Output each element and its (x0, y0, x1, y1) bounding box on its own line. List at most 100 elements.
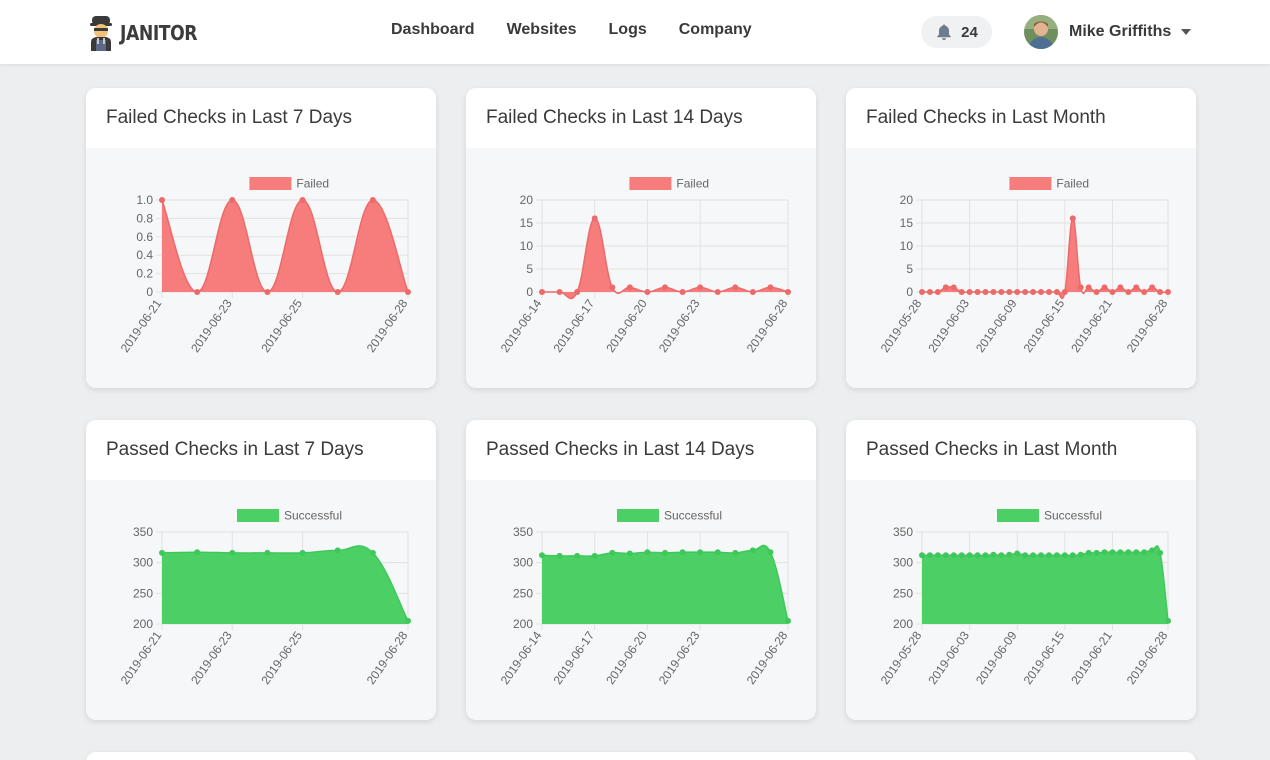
data-point[interactable] (1117, 549, 1124, 556)
data-point[interactable] (334, 547, 341, 554)
data-point[interactable] (1141, 549, 1148, 556)
data-point[interactable] (998, 289, 1005, 295)
data-point[interactable] (609, 284, 616, 291)
data-point[interactable] (556, 552, 563, 559)
data-point[interactable] (644, 289, 651, 295)
data-point[interactable] (626, 284, 633, 291)
data-point[interactable] (919, 289, 925, 295)
data-point[interactable] (1085, 549, 1092, 556)
data-point[interactable] (958, 289, 965, 295)
data-point[interactable] (785, 289, 791, 295)
data-point[interactable] (539, 289, 545, 295)
data-point[interactable] (574, 289, 581, 295)
data-point[interactable] (556, 289, 563, 295)
data-point[interactable] (950, 552, 957, 559)
data-point[interactable] (159, 197, 165, 203)
data-point[interactable] (749, 547, 756, 554)
data-point[interactable] (609, 549, 616, 556)
data-point[interactable] (1006, 551, 1013, 558)
data-point[interactable] (982, 552, 989, 559)
data-point[interactable] (942, 284, 949, 291)
data-point[interactable] (1125, 289, 1132, 295)
data-point[interactable] (1045, 552, 1052, 559)
data-point[interactable] (926, 552, 933, 559)
data-point[interactable] (1101, 549, 1108, 556)
data-point[interactable] (1061, 289, 1068, 295)
data-point[interactable] (679, 549, 686, 556)
data-point[interactable] (966, 552, 973, 559)
data-point[interactable] (1141, 289, 1148, 295)
data-point[interactable] (1093, 289, 1100, 295)
data-point[interactable] (998, 552, 1005, 559)
data-point[interactable] (1149, 547, 1156, 554)
data-point[interactable] (405, 289, 411, 295)
data-point[interactable] (1133, 284, 1140, 291)
data-point[interactable] (1109, 549, 1116, 556)
data-point[interactable] (749, 289, 756, 295)
data-point[interactable] (982, 289, 989, 295)
chart-legend[interactable]: Failed (1009, 177, 1089, 191)
data-point[interactable] (732, 284, 739, 291)
data-point[interactable] (1030, 552, 1037, 559)
data-point[interactable] (919, 552, 925, 559)
data-point[interactable] (299, 549, 306, 556)
data-point[interactable] (1022, 552, 1029, 559)
data-point[interactable] (1165, 289, 1171, 295)
data-point[interactable] (974, 289, 981, 295)
data-point[interactable] (1045, 289, 1052, 295)
data-point[interactable] (714, 549, 721, 556)
data-point[interactable] (714, 289, 721, 295)
data-point[interactable] (697, 284, 704, 291)
data-point[interactable] (1125, 549, 1132, 556)
data-point[interactable] (1109, 289, 1116, 295)
data-point[interactable] (644, 549, 651, 556)
data-point[interactable] (1157, 289, 1164, 295)
data-point[interactable] (958, 552, 965, 559)
data-point[interactable] (679, 289, 686, 295)
data-point[interactable] (591, 552, 598, 559)
data-point[interactable] (926, 289, 933, 295)
data-point[interactable] (574, 552, 581, 559)
data-point[interactable] (1077, 284, 1084, 291)
data-point[interactable] (1053, 289, 1060, 295)
chart-legend[interactable]: Successful (237, 509, 342, 523)
data-point[interactable] (626, 550, 633, 557)
data-point[interactable] (1101, 284, 1108, 291)
data-point[interactable] (1069, 552, 1076, 559)
data-point[interactable] (194, 289, 201, 295)
data-point[interactable] (1022, 289, 1029, 295)
data-point[interactable] (697, 549, 704, 556)
data-point[interactable] (942, 552, 949, 559)
data-point[interactable] (1069, 215, 1076, 222)
data-point[interactable] (405, 617, 411, 624)
data-point[interactable] (662, 549, 668, 556)
data-point[interactable] (299, 197, 306, 203)
data-point[interactable] (1061, 552, 1068, 559)
data-point[interactable] (159, 549, 165, 556)
data-point[interactable] (369, 549, 376, 556)
data-point[interactable] (767, 549, 774, 556)
data-point[interactable] (194, 549, 201, 556)
data-point[interactable] (1165, 617, 1171, 624)
data-point[interactable] (1117, 284, 1124, 291)
data-point[interactable] (990, 289, 997, 295)
data-point[interactable] (950, 284, 957, 291)
brand[interactable]: JANITOR (86, 14, 210, 52)
data-point[interactable] (1014, 550, 1021, 557)
data-point[interactable] (1157, 549, 1164, 556)
data-point[interactable] (1038, 289, 1045, 295)
nav-logs[interactable]: Logs (608, 21, 647, 38)
data-point[interactable] (1030, 289, 1037, 295)
data-point[interactable] (974, 552, 981, 559)
data-point[interactable] (767, 284, 774, 291)
data-point[interactable] (934, 289, 941, 295)
data-point[interactable] (1149, 284, 1156, 291)
data-point[interactable] (334, 289, 341, 295)
data-point[interactable] (591, 215, 598, 222)
data-point[interactable] (1133, 549, 1140, 556)
notifications-button[interactable]: 24 (921, 16, 992, 48)
nav-dashboard[interactable]: Dashboard (391, 21, 475, 38)
data-point[interactable] (1093, 549, 1100, 556)
chart-legend[interactable]: Successful (617, 509, 722, 523)
data-point[interactable] (732, 549, 739, 556)
